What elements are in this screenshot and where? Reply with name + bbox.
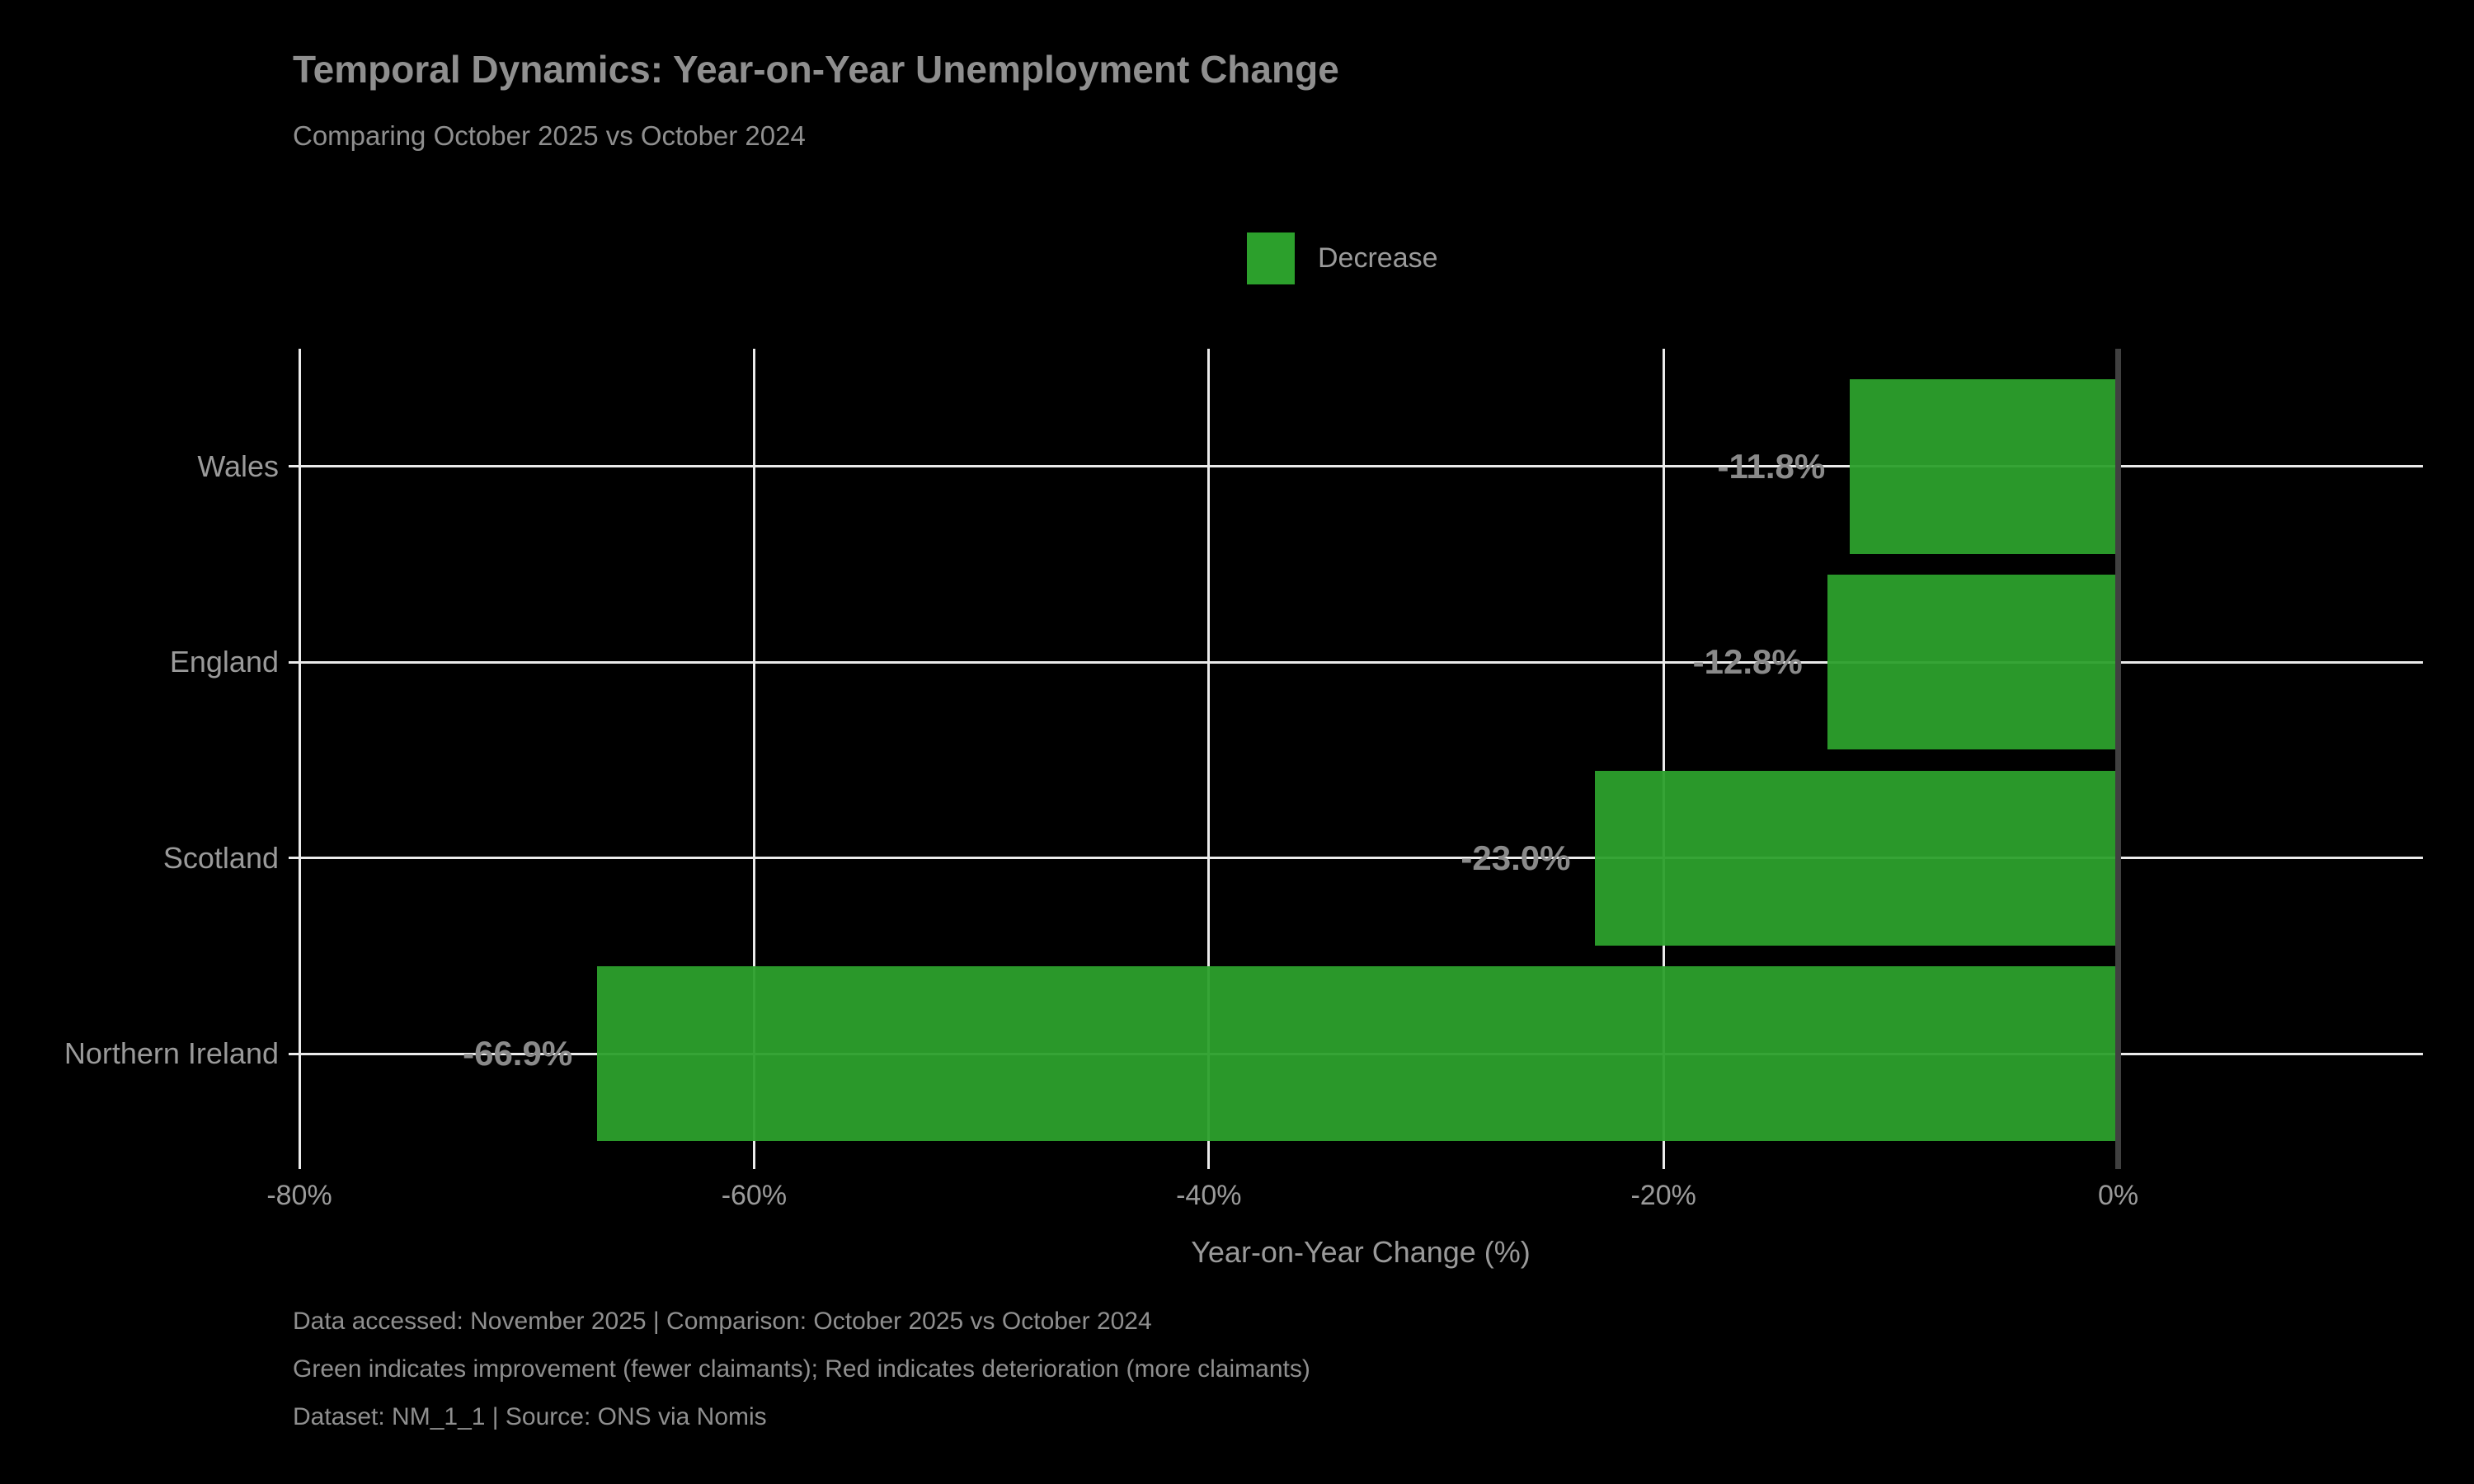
xtick-label-0%: 0% [2097,1180,2139,1211]
x-axis-label: Year-on-Year Change (%) [1191,1235,1531,1269]
legend-label-decrease: Decrease [1318,242,1438,274]
xtick-label--20%: -20% [1630,1180,1696,1211]
footer-line-data-accessed: Data accessed: November 2025 | Compariso… [293,1308,1152,1335]
gridline-x--20% [1662,349,1665,1169]
xtick-label--60%: -60% [721,1180,788,1211]
ytick-label-northern-ireland: Northern Ireland [63,1036,279,1071]
value-label-scotland: -23.0% [1460,838,1571,877]
gridline-x--60% [752,349,755,1169]
bar-scotland [1595,770,2119,946]
gridline-x--80% [298,349,301,1169]
ytick-label-scotland: Scotland [162,840,279,875]
zero-baseline [2115,349,2122,1169]
chart-subtitle: Comparing October 2025 vs October 2024 [293,120,806,151]
bar-england [1827,575,2119,750]
value-label-england: -12.8% [1692,642,1803,682]
xtick-label--80%: -80% [266,1180,332,1211]
xtick-label--40%: -40% [1176,1180,1242,1211]
legend: Decrease [1247,232,1438,284]
value-label-wales: -11.8% [1717,446,1826,486]
ytick-label-england: England [169,645,279,679]
gridline-y-scotland [289,857,2423,860]
gridline-y-england [289,660,2423,664]
footer-line-color-key: Green indicates improvement (fewer claim… [293,1355,1310,1383]
value-label-northern-ireland: -66.9% [463,1034,573,1073]
gridline-x--40% [1207,349,1211,1169]
bar-northern-ireland [597,966,2119,1142]
chart-title: Temporal Dynamics: Year-on-Year Unemploy… [293,48,1339,91]
gridline-y-wales [289,465,2423,468]
bar-wales [1850,378,2119,554]
footer-line-dataset-source: Dataset: NM_1_1 | Source: ONS via Nomis [293,1403,767,1430]
footer: Data accessed: November 2025 | Compariso… [293,1307,1310,1450]
legend-swatch-decrease [1247,232,1295,284]
ytick-label-wales: Wales [197,448,279,483]
